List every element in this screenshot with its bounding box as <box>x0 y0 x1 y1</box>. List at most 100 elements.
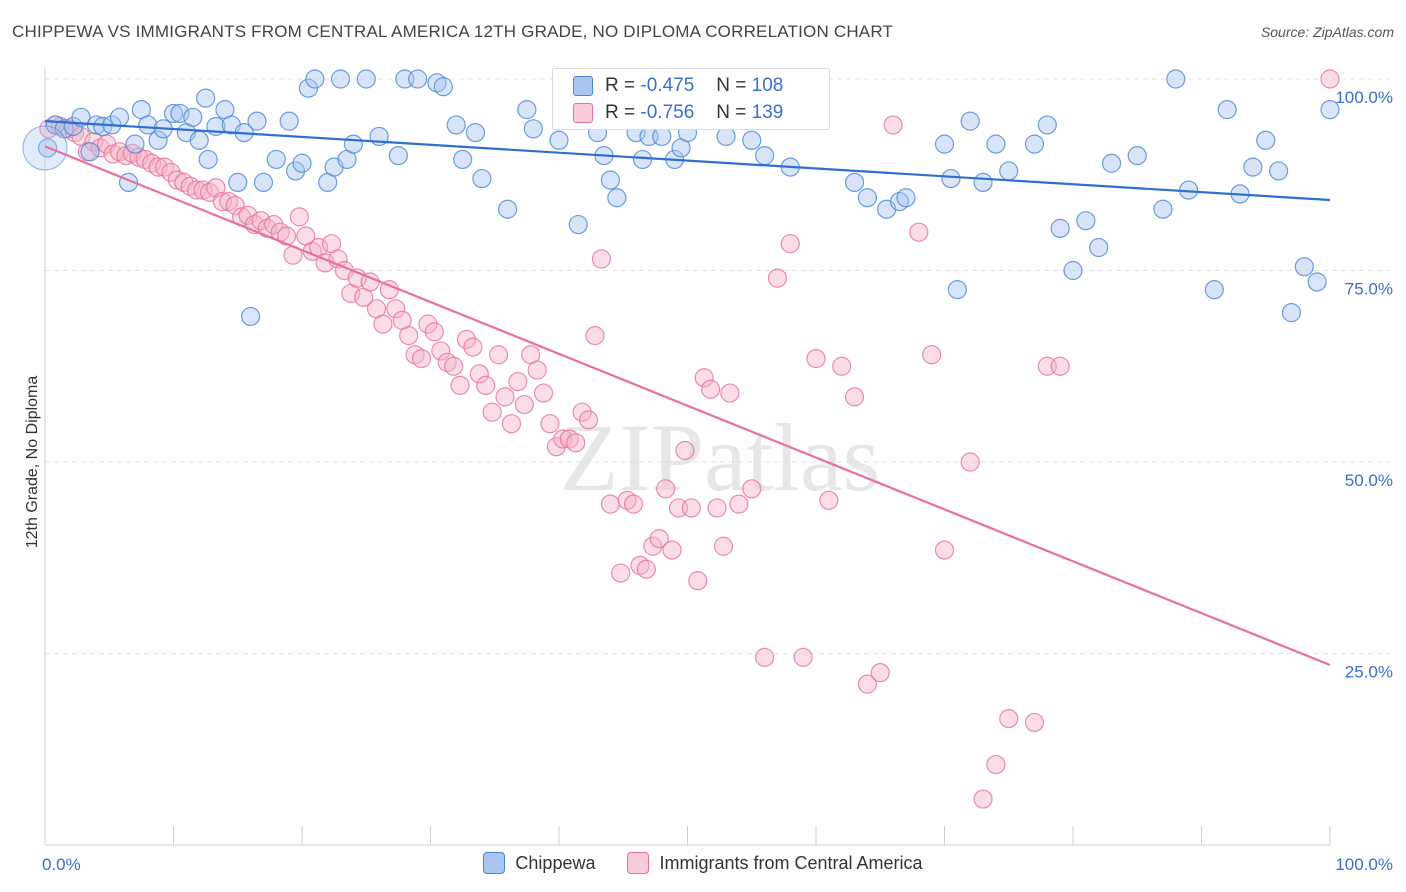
y-tick-label: 25.0% <box>1345 663 1393 682</box>
point-chippewa <box>343 134 363 154</box>
legend-swatch-blue <box>573 76 593 96</box>
point-chippewa <box>1024 134 1045 154</box>
point-immigrants <box>431 341 451 361</box>
point-chippewa <box>330 69 351 89</box>
point-immigrants <box>643 536 663 556</box>
point-chippewa <box>960 111 980 131</box>
point-chippewa <box>1217 100 1237 120</box>
point-immigrants <box>450 375 470 395</box>
legend-swatch-immigrants <box>627 852 650 874</box>
point-immigrants <box>999 709 1019 729</box>
point-immigrants <box>694 368 714 388</box>
point-immigrants <box>251 211 271 231</box>
legend-swatch-pink <box>573 103 593 123</box>
point-immigrants <box>1320 69 1340 89</box>
point-chippewa <box>1089 237 1109 258</box>
point-immigrants <box>533 383 554 403</box>
point-immigrants <box>720 383 740 403</box>
point-immigrants <box>649 528 669 549</box>
legend-row-immigrants: R = -0.756 N = 139 <box>573 100 783 126</box>
point-chippewa <box>607 188 627 208</box>
point-immigrants <box>578 410 599 430</box>
point-immigrants <box>424 322 444 342</box>
legend-label-immigrants: Immigrants from Central America <box>659 852 923 873</box>
point-chippewa <box>549 130 569 150</box>
point-chippewa <box>196 88 216 108</box>
point-immigrants <box>742 479 762 499</box>
point-chippewa <box>433 77 453 97</box>
point-immigrants <box>495 387 515 407</box>
point-chippewa <box>356 69 376 89</box>
point-immigrants <box>289 207 310 227</box>
point-chippewa <box>247 111 267 131</box>
point-chippewa <box>1256 130 1276 150</box>
point-chippewa <box>857 188 878 208</box>
point-chippewa <box>941 168 961 189</box>
point-chippewa <box>189 130 209 150</box>
point-immigrants <box>591 249 612 269</box>
point-immigrants <box>832 356 852 376</box>
trendline-immigrants <box>44 145 1331 667</box>
axes <box>44 67 1331 846</box>
point-immigrants <box>456 329 477 350</box>
point-chippewa <box>973 172 993 193</box>
n-value: 139 <box>751 102 784 123</box>
point-immigrants <box>572 402 592 422</box>
legend-item-chippewa[interactable]: Chippewa <box>483 852 595 874</box>
point-immigrants <box>508 371 528 392</box>
point-chippewa <box>408 69 428 89</box>
point-immigrants <box>418 314 438 334</box>
point-immigrants <box>600 494 621 514</box>
point-immigrants <box>264 214 284 235</box>
y-axis-label: 12th Grade, No Diploma <box>24 376 41 549</box>
point-chippewa <box>844 172 865 193</box>
legend-item-immigrants[interactable]: Immigrants from Central America <box>627 852 923 874</box>
point-immigrants <box>399 326 419 346</box>
point-chippewa <box>742 130 762 150</box>
point-immigrants <box>780 234 800 254</box>
point-chippewa <box>632 149 653 170</box>
r-value: -0.756 <box>640 102 695 123</box>
point-chippewa <box>266 149 286 170</box>
point-immigrants <box>662 540 682 560</box>
point-chippewa <box>465 123 486 143</box>
point-immigrants <box>212 191 232 212</box>
point-chippewa <box>170 103 190 124</box>
point-immigrants <box>960 452 980 472</box>
point-chippewa <box>1204 280 1224 300</box>
n-value: 108 <box>751 75 784 96</box>
point-immigrants <box>713 536 734 556</box>
point-immigrants <box>611 563 631 583</box>
point-immigrants <box>681 498 701 518</box>
point-immigrants <box>934 540 955 560</box>
point-immigrants <box>373 314 393 334</box>
point-immigrants <box>1050 356 1070 376</box>
point-immigrants <box>986 754 1006 775</box>
y-tick-label: 100.0% <box>1335 88 1393 107</box>
point-chippewa <box>896 188 916 208</box>
point-chippewa <box>934 134 955 154</box>
point-chippewa <box>1268 161 1289 181</box>
point-chippewa <box>1281 303 1302 323</box>
point-immigrants <box>754 647 775 667</box>
point-chippewa <box>498 199 518 219</box>
point-immigrants <box>819 490 839 510</box>
series-legend: Chippewa Immigrants from Central America <box>0 852 1406 874</box>
point-immigrants <box>148 157 168 177</box>
point-chippewa <box>279 111 299 131</box>
point-chippewa <box>228 172 248 193</box>
point-immigrants <box>973 789 993 809</box>
legend-row-chippewa: R = -0.475 N = 108 <box>573 73 783 99</box>
point-immigrants <box>553 429 573 449</box>
y-tick-label: 75.0% <box>1345 280 1393 299</box>
point-immigrants <box>806 348 826 369</box>
point-chippewa <box>517 100 537 120</box>
point-chippewa <box>1076 211 1096 231</box>
point-immigrants <box>1024 712 1045 733</box>
point-chippewa <box>1127 146 1147 166</box>
point-chippewa <box>754 146 775 166</box>
point-chippewa <box>109 107 130 127</box>
point-immigrants <box>729 494 749 514</box>
point-chippewa <box>1243 157 1263 177</box>
point-chippewa <box>138 115 158 135</box>
